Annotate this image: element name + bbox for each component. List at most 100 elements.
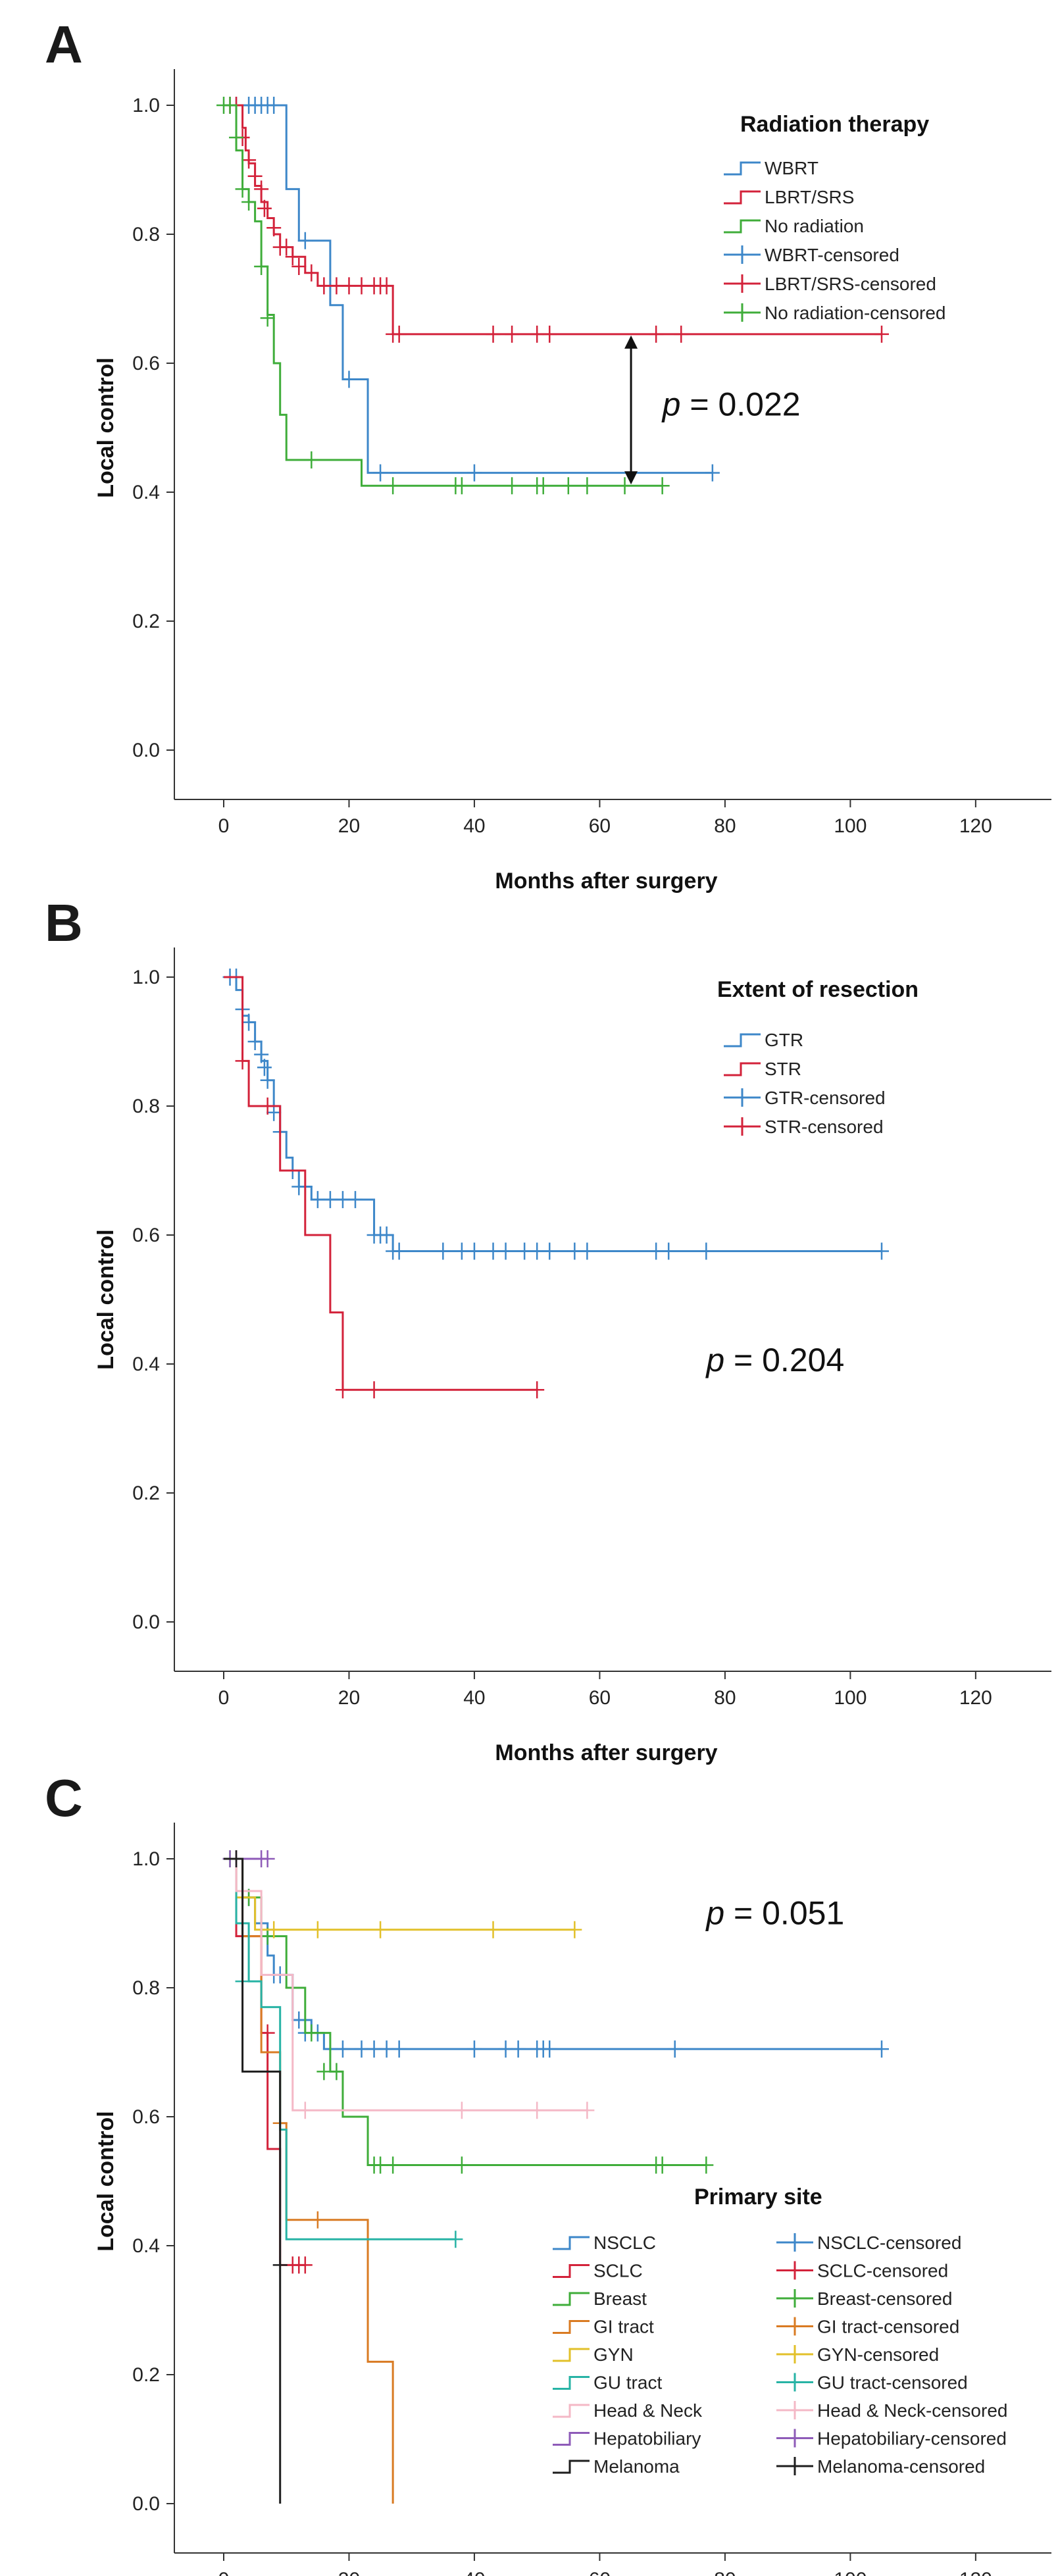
censor-mark-lbrt-srs <box>247 167 263 185</box>
legend-censor-swatch <box>776 2401 813 2419</box>
y-tick-label: 0.0 <box>132 740 160 761</box>
censor-mark-lbrt-srs <box>486 325 501 343</box>
x-axis-label: Months after surgery <box>495 1740 717 1765</box>
legend-item-label: GYN <box>593 2344 634 2365</box>
legend-item-label: GU tract <box>593 2373 662 2393</box>
legend-item-label: NSCLC <box>593 2233 656 2253</box>
censor-mark-breast <box>373 2156 388 2174</box>
p-value-text: = 0.022 <box>680 386 800 423</box>
km-curve-gu-tract <box>224 1857 456 2240</box>
censor-mark-lbrt-srs <box>266 219 282 237</box>
y-tick-label: 0.8 <box>132 1977 160 1999</box>
legend-censor-swatch <box>776 2429 813 2448</box>
x-tick-label: 0 <box>218 815 230 837</box>
censor-mark-breast <box>386 2156 401 2174</box>
censor-mark-wbrt <box>466 464 482 482</box>
censor-mark-gyn <box>567 1921 582 1938</box>
legend-line-swatch <box>724 219 761 234</box>
legend-censor-swatch <box>776 2233 813 2252</box>
censor-mark-hepatobiliary <box>260 1850 275 1867</box>
legend-censor-swatch <box>776 2345 813 2363</box>
y-tick-label: 0.2 <box>132 1482 160 1504</box>
legend-line-swatch <box>553 2236 590 2250</box>
censor-mark-no-radiation <box>222 97 238 114</box>
legend-censor-swatch <box>724 274 761 293</box>
x-tick-label: 100 <box>834 2569 867 2576</box>
censor-mark-head-and-neck <box>454 2102 469 2119</box>
x-tick-label: 80 <box>714 2569 736 2576</box>
legend-line-swatch <box>724 161 761 176</box>
x-tick-label: 100 <box>834 815 867 837</box>
legend-line-swatch <box>724 1033 761 1048</box>
legend-item-label: Head & Neck <box>593 2400 703 2421</box>
legend-line-swatch <box>724 190 761 205</box>
censor-mark-nsclc <box>335 2040 350 2058</box>
legend-item-label: Melanoma <box>593 2456 680 2477</box>
y-tick-label: 0.4 <box>132 2235 160 2257</box>
legend-line-swatch <box>553 2320 590 2334</box>
censor-mark-gtr <box>454 1242 469 1260</box>
censor-mark-no-radiation <box>580 477 595 495</box>
censor-mark-melanoma <box>229 1850 244 1867</box>
axes <box>174 69 1051 800</box>
censor-mark-nsclc <box>498 2040 513 2058</box>
legend: Radiation therapy WBRT LBRT/SRS No radiatio… <box>724 112 946 323</box>
censor-mark-no-radiation <box>260 309 275 327</box>
legend-item-label: Head & Neck-censored <box>817 2400 1007 2421</box>
y-tick-label: 0.2 <box>132 2364 160 2386</box>
legend-item-label: LBRT/SRS <box>765 187 854 207</box>
censor-mark-wbrt <box>341 370 357 388</box>
censor-mark-melanoma <box>272 2256 288 2274</box>
legend-item-label: Melanoma-censored <box>817 2456 985 2477</box>
censor-mark-gu-tract <box>448 2231 463 2248</box>
censor-mark-head-and-neck <box>580 2102 595 2119</box>
y-tick-label: 0.2 <box>132 611 160 632</box>
censor-mark-breast <box>655 2156 670 2174</box>
censor-mark-lbrt-srs <box>354 277 369 295</box>
legend-line-swatch <box>553 2348 590 2362</box>
censor-mark-str <box>335 1381 350 1399</box>
y-tick-label: 0.0 <box>132 1611 160 1633</box>
censor-mark-gtr <box>486 1242 501 1260</box>
censor-mark-lbrt-srs <box>391 325 407 343</box>
legend-censor-swatch <box>776 2261 813 2280</box>
y-axis-label: Local control <box>93 2111 118 2251</box>
censor-mark-wbrt <box>705 464 720 482</box>
censor-mark-gtr <box>466 1242 482 1260</box>
censor-mark-gtr <box>335 1191 350 1209</box>
censor-mark-nsclc <box>667 2040 682 2058</box>
panel-b: B 0.0 0.2 0.4 0.6 0.8 1.0 0 20 40 60 80 100 120 Months… <box>45 894 1051 1765</box>
arrowhead-up <box>624 335 638 349</box>
p-value-text: = 0.051 <box>724 1894 844 1931</box>
p-value-text: = 0.204 <box>724 1342 844 1378</box>
arrowhead-down <box>624 471 638 485</box>
censor-mark-gtr <box>542 1242 557 1260</box>
p-value-annotation: p = 0.204 <box>705 1342 844 1378</box>
x-tick-label: 60 <box>589 1687 611 1709</box>
censor-mark-lbrt-srs <box>530 325 545 343</box>
censor-mark-nsclc <box>874 2040 889 2058</box>
y-tick-label: 0.8 <box>132 1096 160 1117</box>
legend-censor-swatch <box>776 2373 813 2392</box>
censor-mark-str <box>235 1052 250 1070</box>
x-tick-label: 40 <box>463 2569 485 2576</box>
censor-mark-no-radiation <box>454 477 469 495</box>
legend-title: Extent of resection <box>717 977 919 1002</box>
censor-mark-gtr <box>247 1033 263 1050</box>
censor-mark-no-radiation <box>505 477 520 495</box>
legend-item-label: WBRT-censored <box>765 245 899 265</box>
censor-mark-lbrt-srs <box>316 277 332 295</box>
y-tick-label: 1.0 <box>132 95 160 116</box>
y-tick-label: 0.4 <box>132 482 160 503</box>
censor-mark-no-radiation <box>617 477 632 495</box>
x-tick-label: 20 <box>338 2569 360 2576</box>
legend-line-swatch <box>553 2264 590 2278</box>
censor-mark-gtr <box>322 1191 338 1209</box>
censor-mark-gtr <box>391 1242 407 1260</box>
censor-mark-gtr <box>498 1242 513 1260</box>
x-tick-label: 40 <box>463 1687 485 1709</box>
censor-mark-gyn <box>373 1921 388 1938</box>
censor-mark-gtr <box>580 1242 595 1260</box>
panel-label: A <box>45 15 83 74</box>
censor-mark-no-radiation <box>254 258 269 275</box>
